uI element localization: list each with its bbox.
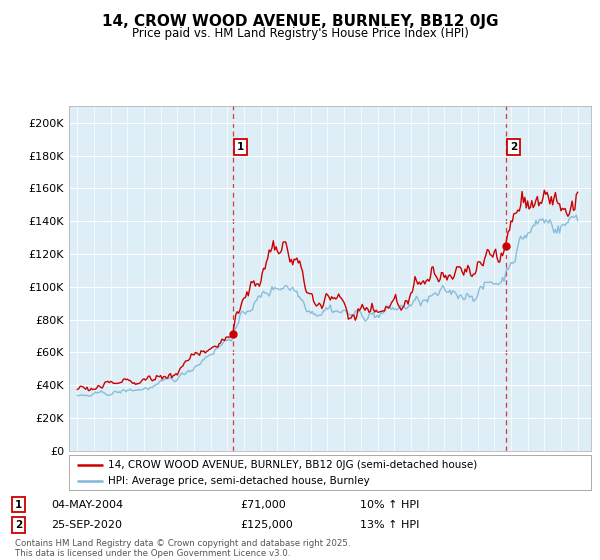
Text: 14, CROW WOOD AVENUE, BURNLEY, BB12 0JG: 14, CROW WOOD AVENUE, BURNLEY, BB12 0JG	[102, 14, 498, 29]
Text: HPI: Average price, semi-detached house, Burnley: HPI: Average price, semi-detached house,…	[108, 477, 370, 486]
Text: 14, CROW WOOD AVENUE, BURNLEY, BB12 0JG (semi-detached house): 14, CROW WOOD AVENUE, BURNLEY, BB12 0JG …	[108, 460, 478, 470]
Text: £71,000: £71,000	[240, 500, 286, 510]
Text: 1: 1	[236, 142, 244, 152]
Text: Contains HM Land Registry data © Crown copyright and database right 2025.
This d: Contains HM Land Registry data © Crown c…	[15, 539, 350, 558]
Text: 2: 2	[15, 520, 22, 530]
Text: £125,000: £125,000	[240, 520, 293, 530]
Text: 1: 1	[15, 500, 22, 510]
Text: 13% ↑ HPI: 13% ↑ HPI	[360, 520, 419, 530]
Text: Price paid vs. HM Land Registry's House Price Index (HPI): Price paid vs. HM Land Registry's House …	[131, 27, 469, 40]
Text: 04-MAY-2004: 04-MAY-2004	[51, 500, 123, 510]
Text: 2: 2	[510, 142, 517, 152]
Text: 10% ↑ HPI: 10% ↑ HPI	[360, 500, 419, 510]
Text: 25-SEP-2020: 25-SEP-2020	[51, 520, 122, 530]
